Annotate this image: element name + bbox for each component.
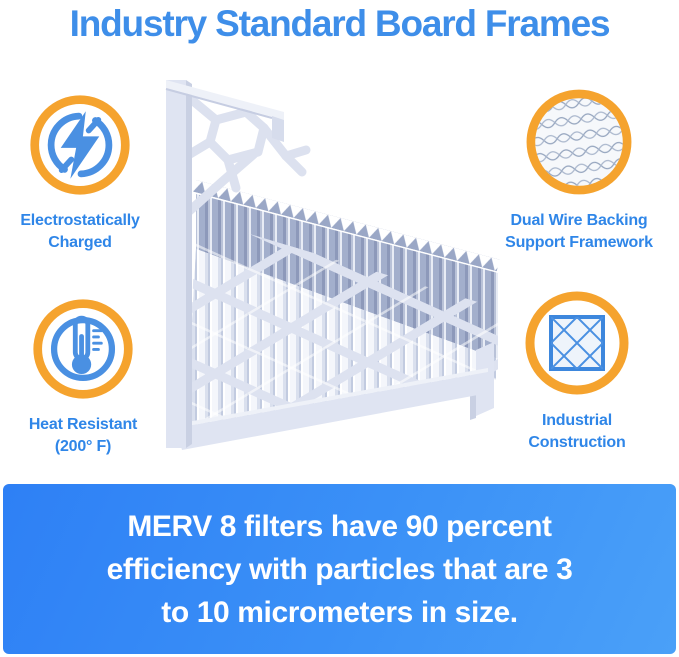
flange-underside-edge [165, 88, 273, 119]
feature-electrostatic: Electrostatically Charged [0, 92, 160, 254]
feature-label: Industrial Construction [528, 412, 626, 451]
feature-label: Heat Resistant (200° F) [28, 416, 138, 455]
lightning-icon [0, 92, 160, 203]
air-filter-art [165, 80, 500, 450]
thermometer-icon [0, 296, 166, 407]
feature-industrial-construction: Industrial Construction [492, 288, 662, 454]
lattice-square-icon [492, 288, 662, 403]
feature-label: Electrostatically Charged [20, 212, 140, 251]
feature-heat-resistant: Heat Resistant (200° F) [0, 296, 166, 458]
frame-bottom-rail-top [176, 368, 488, 428]
banner-text: MERV 8 filters have 90 percent efficienc… [106, 509, 573, 629]
corner-grille-straps [181, 95, 311, 219]
frame-left-bar-shade [186, 80, 192, 448]
merv-info-banner: MERV 8 filters have 90 percent efficienc… [3, 484, 676, 654]
frame-top-flange-lip [272, 116, 284, 142]
feature-label: Dual Wire Backing Support Framework [505, 212, 653, 251]
pleat-tips-ridge [192, 180, 500, 272]
feature-wire-backing: Dual Wire Backing Support Framework [494, 86, 664, 254]
frame-left-bar [166, 80, 186, 448]
page-title: Industry Standard Board Frames [69, 3, 611, 44]
air-filter-illustration [158, 68, 506, 468]
frame-top-flange [166, 80, 284, 120]
wire-mesh-icon [494, 86, 664, 203]
frame-bottom-rail [176, 372, 494, 450]
